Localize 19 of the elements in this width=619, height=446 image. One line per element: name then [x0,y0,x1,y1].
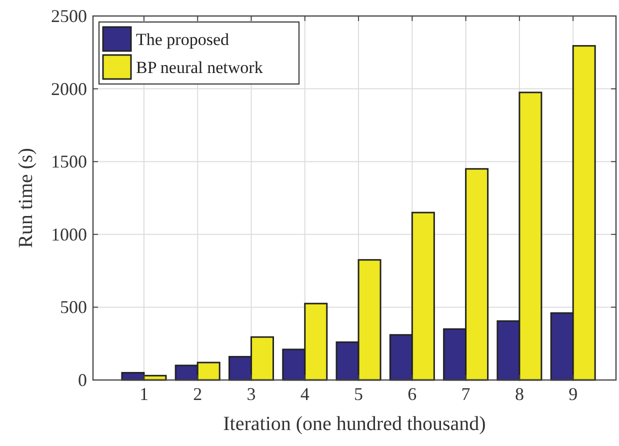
y-tick-label: 2000 [51,78,87,99]
y-tick-label: 1000 [51,224,87,244]
x-tick-label: 4 [300,384,310,404]
y-tick-label: 2500 [51,6,87,26]
legend-label: The proposed [136,30,230,49]
x-tick-label: 3 [246,384,256,404]
y-tick-label: 1500 [51,152,87,172]
y-axis-title: Run time (s) [15,148,37,248]
x-tick-label: 6 [408,384,417,404]
y-tick-label: 0 [78,370,87,390]
y-tick-label: 500 [60,297,87,318]
x-tick-label: 7 [461,384,470,404]
x-tick-label: 2 [193,384,202,404]
x-tick-label: 9 [568,384,578,404]
x-tick-label: 8 [514,384,524,404]
x-tick-label: 5 [354,384,364,404]
x-axis-title: Iteration (one hundred thousand) [223,413,486,435]
legend-label: BP neural network [136,58,264,77]
x-tick-label: 1 [139,384,148,404]
